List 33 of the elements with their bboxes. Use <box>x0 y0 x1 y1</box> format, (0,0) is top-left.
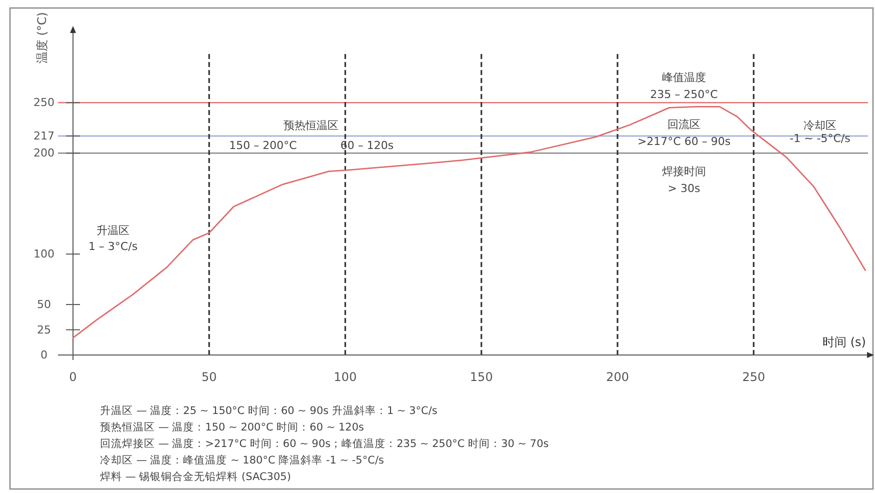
annotation: 60 – 120s <box>340 139 394 152</box>
annotation: 焊接时间 <box>662 165 706 178</box>
annotation: 升温区 <box>96 224 130 237</box>
x-tick-label: 150 <box>470 370 493 384</box>
x-tick-label: 50 <box>201 370 217 384</box>
annotation: 回流区 <box>668 118 700 131</box>
annotation: 预热恒温区 <box>284 119 338 132</box>
y-axis-title: 温度 (°C) <box>35 12 49 64</box>
y-tick-label: 50 <box>37 298 51 312</box>
y-tick-label: 200 <box>34 146 54 160</box>
y-tick-label: 100 <box>34 248 54 261</box>
y-tick-label: 250 <box>34 96 54 110</box>
y-tick-label: 25 <box>37 323 51 336</box>
text: 预热恒温区 — 温度：150 ~ 200°C 时间：60 ~ 120s <box>100 420 364 434</box>
annotation: 冷却区 <box>804 119 836 132</box>
x-tick-label: 0 <box>69 370 77 384</box>
annotation: 150 – 200°C <box>229 139 298 152</box>
y-tick-label: 0 <box>40 348 48 362</box>
annotation: > 30s <box>668 182 700 195</box>
text: 焊料 — 锡银铜合金无铅焊料 (SAC305) <box>100 470 291 483</box>
annotation: -1 ~ -5°C/s <box>790 132 851 145</box>
annotation: 1 – 3°C/s <box>88 240 138 253</box>
text: 冷却区 — 温度：峰值温度 ~ 180°C 降温斜率 -1 ~ -5°C/s <box>100 454 384 466</box>
text: 回流焊接区 — 温度：>217°C 时间：60 ~ 90s；峰值温度：235 ~ 250°C 时间：30 ~ 70s <box>100 437 549 450</box>
y-tick-label: 217 <box>34 129 54 142</box>
x-tick-label: 250 <box>742 370 766 384</box>
text: 升温区 — 温度：25 ~ 150°C 时间：60 ~ 90s 升温斜率：1 ~ 3°C/s <box>100 404 438 417</box>
x-axis-title: 时间 (s) <box>822 335 866 349</box>
x-tick-label: 100 <box>334 370 357 384</box>
annotation: 峰值温度 <box>662 71 706 84</box>
x-tick-label: 200 <box>606 370 629 384</box>
annotation: 235 – 250°C <box>650 88 718 101</box>
annotation: >217°C 60 – 90s <box>637 135 731 148</box>
